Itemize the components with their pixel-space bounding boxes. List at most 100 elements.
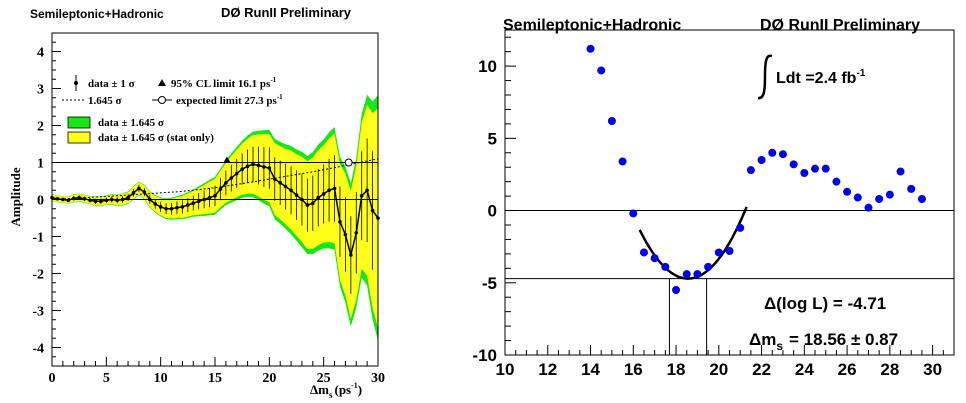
amplitude-point: [349, 253, 353, 257]
likelihood-point: [704, 262, 713, 271]
amplitude-point: [137, 186, 141, 191]
likelihood-point: [725, 247, 734, 255]
amplitude-point: [370, 208, 375, 213]
amplitude-point: [218, 187, 223, 191]
amplitude-point: [196, 199, 201, 204]
likelihood-point: [672, 286, 681, 294]
likelihood-point: [800, 169, 809, 177]
x-tick-label: 26: [838, 360, 857, 379]
amplitude-point: [283, 184, 288, 189]
likelihood-point: [693, 270, 702, 279]
x-tick-label: 12: [538, 360, 557, 379]
left-y-axis-label: Amplitude: [8, 167, 23, 226]
amplitude-point: [327, 188, 331, 193]
amplitude-point: [142, 190, 147, 194]
legend-data-marker-icon: [74, 81, 78, 85]
y-tick-label: 3: [37, 83, 44, 98]
result-delta-loglike: Δ(log L) = -4.71: [764, 294, 886, 313]
y-tick-label: -5: [482, 274, 497, 293]
legend-cl-limit: 95% CL limit 16.1 ps-1: [171, 76, 277, 90]
y-tick-label: 0: [37, 194, 44, 209]
likelihood-point: [682, 270, 691, 279]
y-tick-label: 2: [37, 120, 44, 135]
amplitude-point: [354, 231, 359, 235]
amplitude-point: [316, 195, 321, 200]
amplitude-point: [109, 197, 114, 202]
amplitude-point: [164, 206, 168, 211]
amplitude-point: [321, 192, 326, 196]
legend-expected-limit: expected limit 27.3 ps-1: [176, 93, 283, 107]
x-tick-label: 20: [709, 360, 728, 379]
likelihood-point: [629, 209, 638, 218]
expected-limit-marker: [344, 158, 353, 167]
amplitude-point: [305, 203, 310, 207]
amplitude-point: [115, 198, 119, 203]
amplitude-point: [207, 195, 212, 200]
amplitude-point: [251, 162, 255, 167]
amplitude-point: [240, 167, 244, 171]
amplitude-point: [311, 201, 315, 205]
amplitude-point: [153, 202, 158, 206]
amplitude-point: [66, 198, 71, 203]
likelihood-point: [650, 254, 659, 263]
amplitude-point: [88, 198, 92, 203]
amplitude-point: [71, 196, 76, 201]
amplitude-point: [213, 194, 217, 198]
legend-yellow-swatch: [67, 131, 91, 144]
amplitude-point: [278, 181, 283, 185]
amplitude-point: [229, 176, 234, 180]
x-tick-label: 25: [317, 371, 331, 386]
amplitude-point: [224, 181, 228, 185]
likelihood-point: [661, 262, 670, 271]
x-tick-label: 30: [923, 360, 942, 379]
likelihood-point: [778, 150, 787, 159]
likelihood-point: [917, 195, 926, 203]
amplitude-point: [104, 198, 109, 203]
cl-limit-marker: [223, 156, 231, 163]
right-y-axis: -10 -5 0 5 10: [472, 36, 516, 365]
x-tick-label: 22: [752, 360, 771, 379]
amplitude-point: [148, 197, 152, 202]
likelihood-point: [639, 248, 648, 257]
amplitude-point: [256, 163, 261, 168]
x-tick-label: 5: [103, 371, 110, 386]
amplitude-point: [77, 195, 81, 200]
amplitude-point: [180, 205, 185, 209]
amplitude-point: [343, 232, 348, 237]
amplitude-point: [267, 166, 272, 170]
x-tick-label: 28: [880, 360, 899, 379]
amplitude-point: [338, 219, 342, 224]
x-tick-label: 10: [496, 360, 515, 379]
amplitude-point: [289, 188, 293, 193]
right-header-collab: DØ RunII Preliminary: [760, 17, 920, 34]
left-legend: data ± 1 σ 95% CL limit 16.1 ps-1 1.645 …: [62, 75, 283, 144]
y-tick-label: -2: [32, 268, 44, 283]
amplitude-point: [61, 197, 65, 202]
x-tick-label: 24: [795, 360, 814, 379]
legend-band-green: data ± 1.645 σ: [98, 117, 164, 129]
amplitude-point: [186, 203, 190, 207]
y-tick-label: 0: [488, 202, 497, 221]
amplitude-point: [158, 205, 163, 209]
likelihood-point: [875, 195, 884, 203]
x-tick-label: 14: [581, 360, 600, 379]
amplitude-point: [332, 186, 337, 191]
y-tick-label: 4: [37, 46, 44, 61]
left-header-title: Semileptonic+Hadronic: [30, 7, 164, 21]
x-tick-label: 20: [262, 371, 276, 386]
left-limit-markers: [223, 156, 353, 167]
likelihood-point: [896, 167, 905, 176]
y-tick-label: 10: [478, 57, 497, 76]
left-x-axis: 0 5 10 15 20 25 30: [49, 357, 385, 386]
left-amplitude-panel: Semileptonic+Hadronic DØ RunII Prelimina…: [8, 5, 385, 400]
amplitude-point: [55, 196, 60, 201]
likelihood-point: [853, 193, 862, 202]
amplitude-point: [191, 201, 196, 205]
x-tick-label: 0: [49, 371, 56, 386]
amplitude-point: [359, 194, 364, 198]
legend-band-yellow: data ± 1.645 σ (stat only): [98, 132, 214, 144]
result-delta-ms: Δms = 18.56 ± 0.87: [749, 330, 898, 353]
amplitude-point: [365, 188, 369, 193]
likelihood-point: [811, 164, 820, 173]
